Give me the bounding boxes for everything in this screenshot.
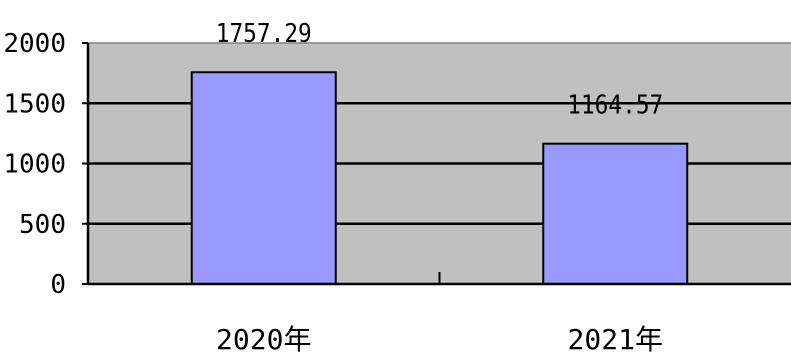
- y-tick-label: 1500: [3, 89, 66, 119]
- data-label: 1164.57: [567, 91, 663, 121]
- y-tick-label: 0: [50, 270, 66, 300]
- bar-2020年: [190, 71, 337, 285]
- x-tick-label: 2021年: [568, 323, 663, 356]
- x-tick-label: 2020年: [216, 323, 311, 356]
- y-tick-label: 1000: [3, 150, 66, 180]
- y-tick-label: 500: [19, 210, 66, 240]
- bar-2021年: [542, 142, 689, 285]
- y-tick-label: 2000: [3, 29, 66, 59]
- data-label: 1757.29: [216, 19, 312, 49]
